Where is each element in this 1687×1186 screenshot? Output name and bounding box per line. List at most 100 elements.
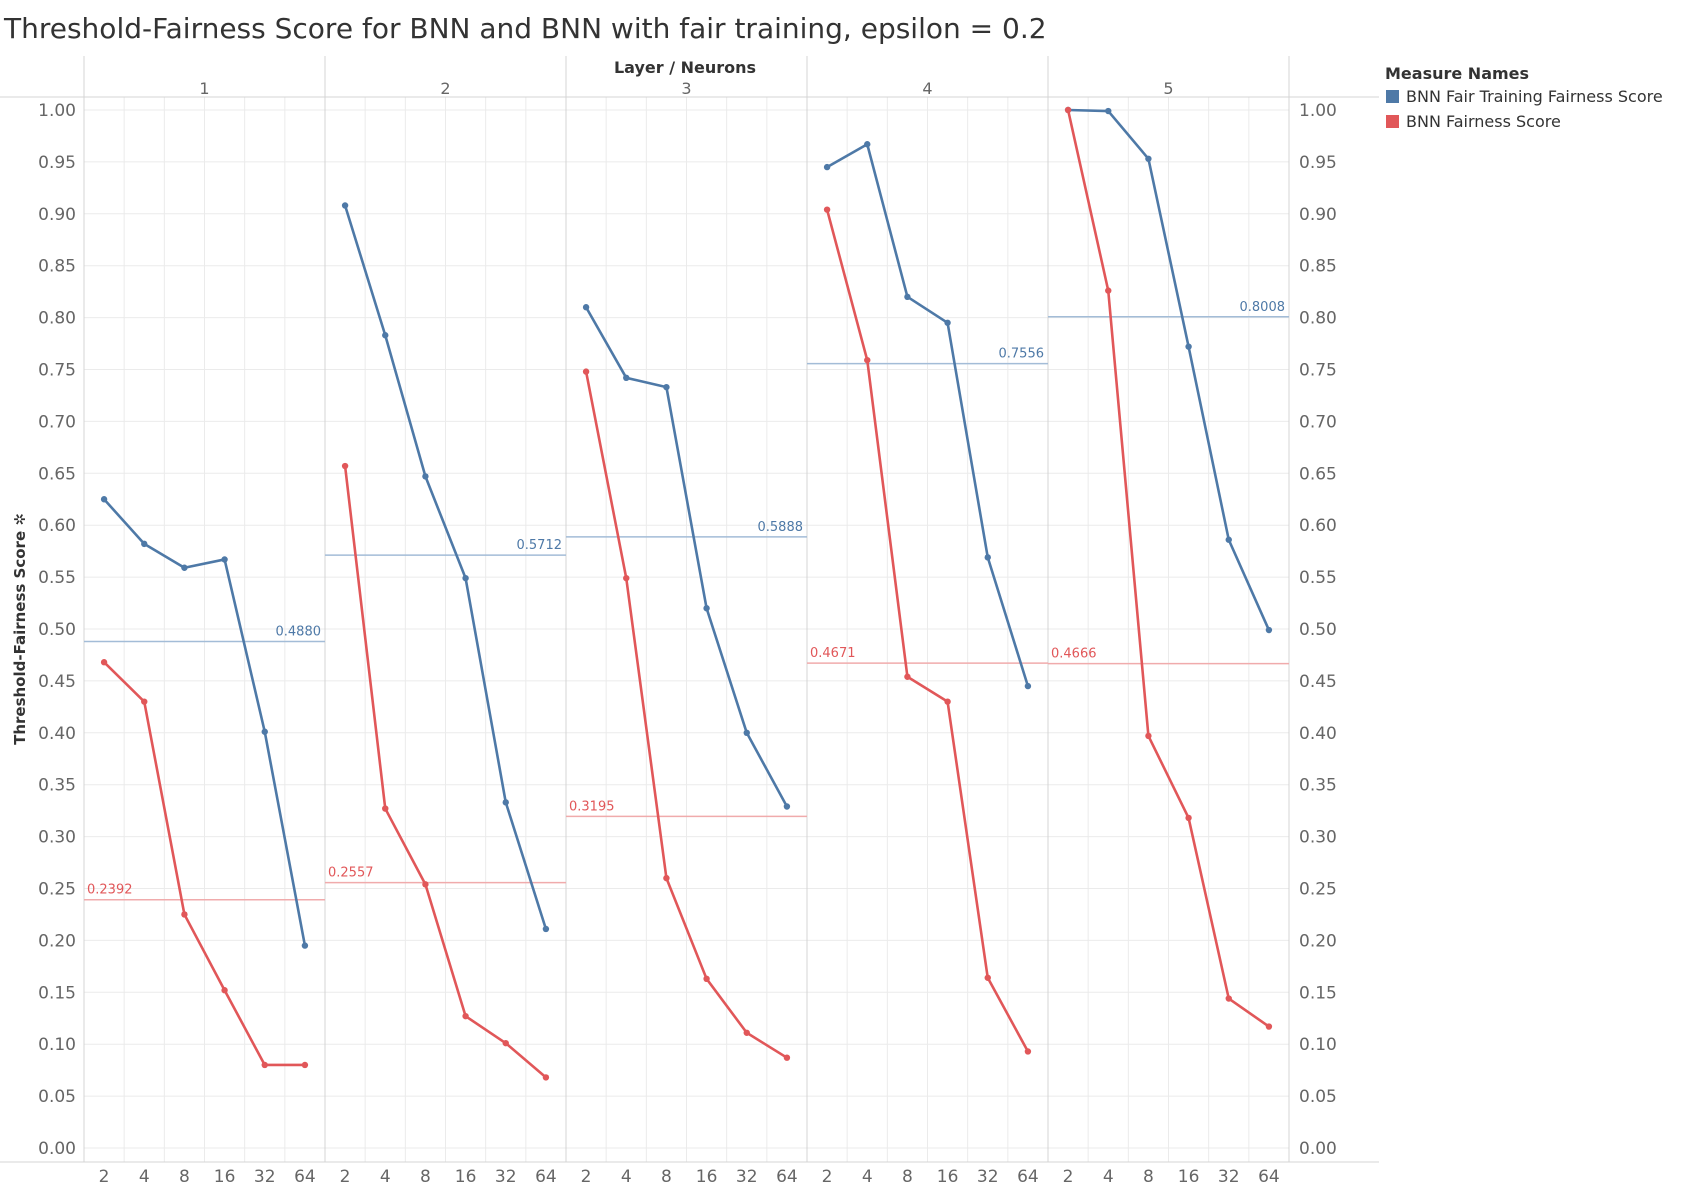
y-tick-label-right: 0.80 [1299,309,1337,329]
data-point [623,574,630,582]
data-point [1265,626,1273,634]
y-tick-label: 0.95 [38,153,76,173]
data-point [743,729,750,736]
y-tick-label: 0.40 [38,724,76,744]
data-point [100,659,108,666]
x-tick-label: 16 [696,1167,718,1186]
plot-area: 1 2 3 4 5 0.00 0.00 0.05 0.05 0.10 0.10 0.15 0.15 0.2… [0,56,1379,1186]
legend-swatch [1386,115,1399,128]
x-tick-label: 16 [455,1167,477,1186]
facet-label: 2 [440,79,450,98]
y-tick-label: 0.50 [38,620,76,640]
data-point [341,462,349,470]
data-point [1265,1023,1273,1030]
reference-label: 0.2557 [328,866,374,881]
y-tick-label-right: 0.25 [1299,880,1337,900]
data-point [864,356,871,364]
facet-label: 5 [1163,79,1173,98]
data-point [542,1074,550,1081]
data-point [221,556,228,563]
y-tick-label-right: 0.45 [1299,672,1337,692]
y-tick-label-right: 0.00 [1299,1139,1337,1159]
x-tick-label: 32 [495,1167,517,1186]
x-tick-label: 32 [1218,1167,1240,1186]
data-point [1185,814,1192,822]
data-point [181,564,188,571]
data-point [783,1054,791,1061]
reference-label: 0.3195 [569,799,615,814]
data-point [703,605,710,612]
data-point [703,975,710,983]
data-point [100,496,108,503]
y-tick-label: 0.10 [38,1035,76,1055]
data-point [462,1012,469,1020]
data-point [141,698,148,705]
reference-label: 0.2392 [87,883,133,898]
y-tick-label: 0.00 [38,1139,76,1159]
x-tick-label: 64 [294,1167,316,1186]
data-point [422,473,429,480]
data-point [502,799,509,806]
reference-label: 0.4671 [810,646,856,661]
data-point [1105,287,1112,294]
x-tick-label: 2 [99,1167,110,1186]
y-tick-label-right: 0.55 [1299,568,1337,588]
x-tick-label: 32 [977,1167,999,1186]
x-tick-label: 8 [1143,1167,1154,1186]
reference-label: 0.4880 [276,624,322,639]
y-tick-label-right: 0.90 [1299,205,1337,225]
data-point [1024,1048,1032,1055]
reference-label: 0.4666 [1051,647,1097,662]
data-point [582,368,590,375]
data-point [743,1029,750,1036]
y-tick-label: 0.90 [38,205,76,225]
y-tick-label: 0.65 [38,464,76,484]
data-point [783,803,791,810]
data-point [984,974,991,981]
x-tick-label: 16 [1178,1167,1200,1186]
data-point [944,319,951,326]
x-tick-label: 4 [862,1167,873,1186]
series-line [343,464,548,1079]
x-tick-label: 16 [214,1167,236,1186]
y-tick-label: 0.60 [38,516,76,536]
x-tick-label: 64 [776,1167,798,1186]
x-tick-label: 64 [1017,1167,1039,1186]
series-line [1066,108,1271,632]
x-tick-label: 32 [254,1167,276,1186]
x-tick-label: 8 [420,1167,431,1186]
data-point [944,698,951,705]
reference-label: 0.5888 [758,520,804,535]
reference-label: 0.5712 [517,538,563,553]
data-point [261,728,268,735]
y-axis-title: Threshold-Fairness Score ✲ [11,513,29,745]
legend: Measure Names BNN Fair Training Fairness… [1385,64,1663,131]
legend-label: BNN Fair Training Fairness Score [1406,87,1663,106]
data-point [582,304,590,311]
series-line [102,660,307,1067]
data-point [542,925,550,933]
y-tick-label-right: 0.15 [1299,983,1337,1003]
data-point [221,987,228,994]
data-point [823,206,831,213]
y-tick-label-right: 0.75 [1299,361,1337,381]
x-tick-label: 4 [621,1167,632,1186]
data-point [422,881,429,888]
series-line [102,497,307,947]
y-tick-label-right: 0.35 [1299,776,1337,796]
x-tick-label: 8 [902,1167,913,1186]
legend-items: BNN Fair Training Fairness Score BNN Fair… [1386,87,1663,131]
data-point [502,1039,509,1047]
data-point [1225,536,1232,543]
x-tick-label: 2 [822,1167,833,1186]
data-point [1225,995,1232,1002]
x-tick-label: 64 [1258,1167,1280,1186]
data-point [663,874,670,882]
legend-label: BNN Fairness Score [1406,112,1561,131]
x-tick-label: 4 [139,1167,150,1186]
y-tick-label: 0.55 [38,568,76,588]
y-tick-label: 1.00 [38,101,76,121]
data-point [823,163,831,171]
data-point [904,673,911,680]
